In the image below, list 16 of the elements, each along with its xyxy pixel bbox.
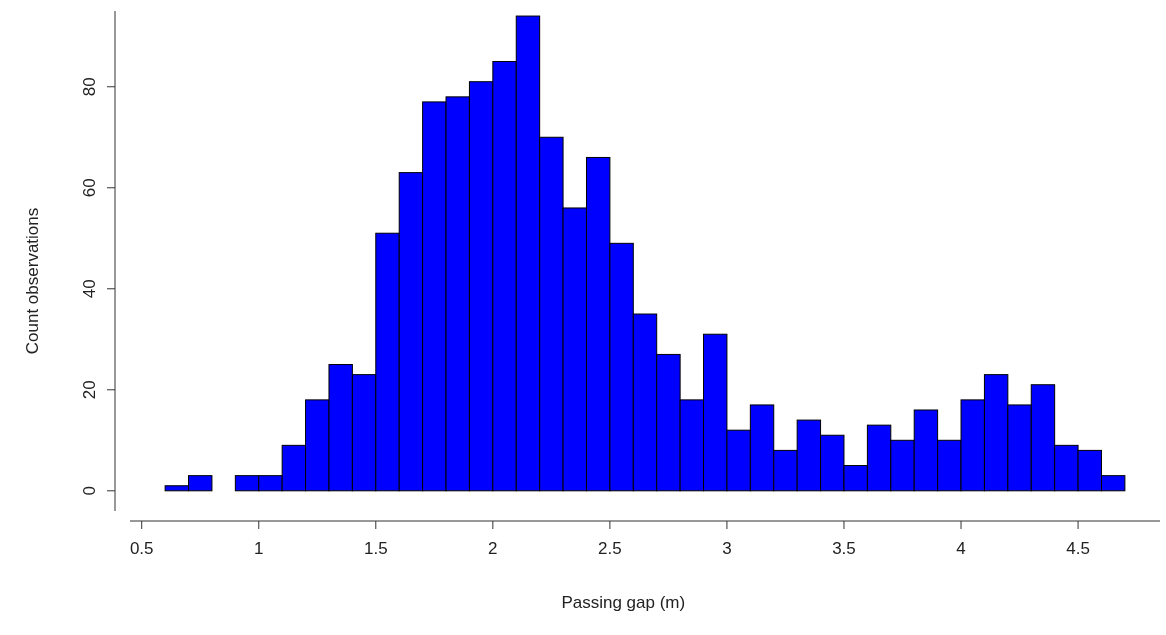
x-tick-label: 3.5 — [832, 539, 856, 558]
x-tick-label: 2.5 — [598, 539, 622, 558]
x-tick-label: 0.5 — [129, 539, 154, 558]
y-tick-label: 60 — [80, 178, 99, 198]
y-tick-label: 80 — [80, 77, 99, 97]
x-tick-label: 1 — [254, 539, 264, 558]
x-tick-label: 1.5 — [363, 539, 388, 558]
y-axis-title: Count observations — [23, 207, 42, 355]
x-tick-label: 4.5 — [1066, 539, 1090, 558]
y-tick-label: 0 — [80, 486, 99, 496]
y-tick-label: 40 — [80, 279, 99, 299]
x-tick-label: 2 — [488, 539, 498, 558]
y-tick-label: 20 — [80, 380, 99, 400]
x-tick-label: 3 — [722, 539, 732, 558]
x-axis-title: Passing gap (m) — [561, 593, 686, 612]
x-tick-label: 4 — [956, 539, 966, 558]
